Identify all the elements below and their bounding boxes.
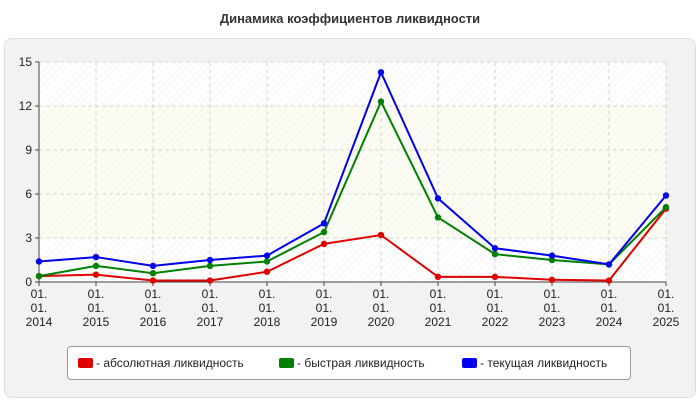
y-tick-label: 15	[19, 55, 33, 69]
data-point	[263, 258, 271, 265]
data-point	[662, 192, 670, 199]
y-tick-label: 12	[19, 99, 33, 113]
x-tick-label: 01. 01. 2014	[26, 287, 53, 329]
x-tick-label: 01. 01. 2017	[197, 287, 224, 329]
data-point	[92, 253, 100, 261]
y-tick-label: 0	[25, 275, 32, 289]
data-point	[35, 258, 43, 265]
legend-label: - абсолютная ликвидность	[96, 356, 244, 370]
data-point	[434, 273, 442, 281]
x-tick-label: 01. 01. 2021	[425, 287, 452, 329]
data-point	[605, 277, 613, 284]
y-tick-label: 3	[25, 231, 32, 245]
data-point	[491, 273, 499, 281]
legend-item: - быстрая ликвидность	[279, 347, 425, 379]
legend-label: - текущая ликвидность	[480, 356, 608, 370]
data-point	[206, 262, 214, 270]
data-point	[320, 240, 328, 248]
data-point	[149, 270, 157, 277]
data-point	[377, 231, 385, 239]
data-point	[149, 262, 157, 270]
series-line	[38, 100, 667, 278]
data-point	[434, 195, 442, 202]
plot-hatch	[39, 62, 666, 282]
y-tick-label: 6	[25, 187, 32, 201]
x-tick-label: 01. 01. 2020	[368, 287, 395, 329]
x-tick-label: 01. 01. 2015	[83, 287, 110, 329]
data-point	[320, 228, 328, 236]
x-tick-label: 01. 01. 2016	[140, 287, 167, 329]
data-point	[35, 272, 43, 280]
series-2	[35, 98, 670, 280]
x-tick-label: 01. 01. 2018	[254, 287, 281, 329]
data-point	[149, 277, 157, 284]
series-3	[35, 69, 670, 270]
data-point	[548, 276, 556, 283]
y-tick-label: 9	[25, 143, 32, 157]
x-tick-label: 01. 01. 2023	[539, 287, 566, 329]
legend-swatch	[462, 358, 477, 368]
data-point	[548, 256, 556, 264]
data-point	[491, 245, 499, 252]
series-line	[38, 71, 667, 267]
data-point	[206, 256, 214, 264]
data-point	[377, 98, 385, 105]
data-point	[92, 262, 100, 270]
data-point	[320, 220, 328, 227]
data-point	[662, 204, 670, 211]
legend-swatch	[279, 358, 294, 368]
series-line	[38, 208, 667, 282]
data-point	[206, 277, 214, 284]
legend-item: - текущая ликвидность	[462, 347, 607, 379]
x-tick-label: 01. 01. 2019	[311, 287, 338, 329]
x-tick-label: 01. 01. 2022	[482, 287, 509, 329]
legend-item: - абсолютная ликвидность	[78, 347, 244, 379]
data-point	[263, 268, 271, 275]
data-point	[491, 250, 499, 258]
data-point	[434, 214, 442, 221]
legend-swatch	[78, 358, 93, 368]
data-point	[377, 69, 385, 76]
x-tick-label: 01. 01. 2025	[653, 287, 680, 329]
data-point	[605, 261, 613, 268]
chart-title: Динамика коэффициентов ликвидности	[219, 11, 481, 26]
x-tick-label: 01. 01. 2024	[596, 287, 623, 329]
legend: - абсолютная ликвидность - быстрая ликвид…	[67, 346, 631, 380]
data-point	[263, 252, 271, 259]
data-point	[548, 252, 556, 259]
legend-label: - быстрая ликвидность	[297, 356, 425, 370]
data-point	[92, 271, 100, 278]
